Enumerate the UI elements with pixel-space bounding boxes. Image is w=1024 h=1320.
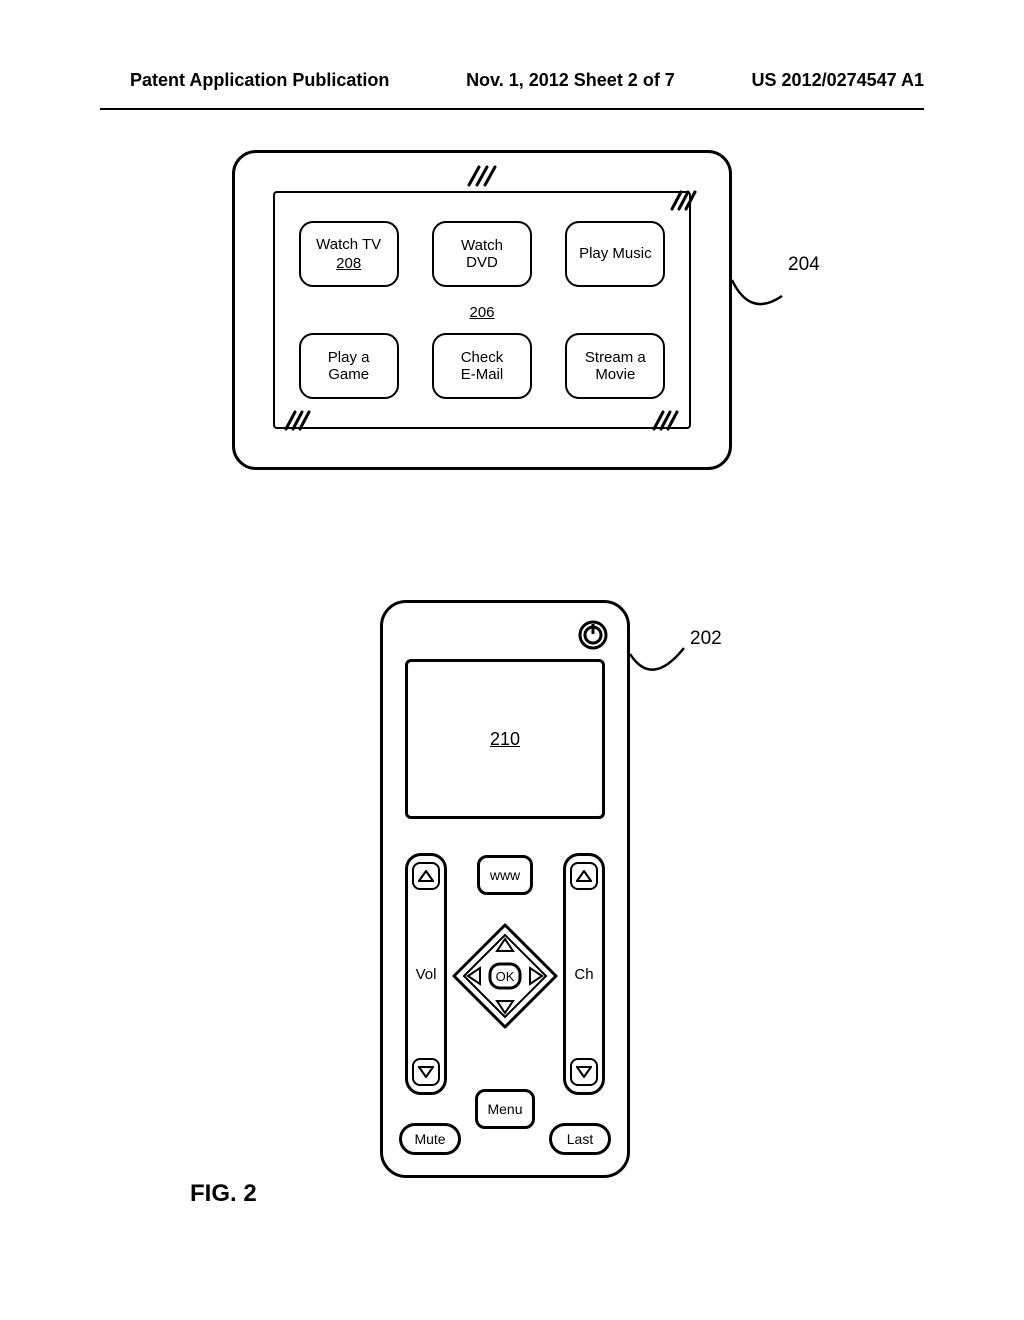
channel-down-button[interactable] (570, 1058, 598, 1086)
tile-label: DVD (466, 254, 498, 271)
activity-tile[interactable]: CheckE-Mail (432, 333, 532, 399)
header-rule (100, 108, 924, 110)
tile-ref: 208 (336, 255, 361, 272)
display-screen: 206 Watch TV208WatchDVDPlay MusicPlay aG… (273, 191, 691, 429)
leader-line-204 (730, 278, 810, 338)
channel-rocker[interactable]: Ch (563, 853, 605, 1095)
channel-label: Ch (574, 966, 593, 983)
d-pad[interactable]: OK (450, 921, 560, 1031)
tile-label: Play Music (579, 245, 652, 262)
remote-controls: Vol Ch www (405, 853, 605, 1155)
tile-label: Check (461, 349, 504, 366)
volume-rocker[interactable]: Vol (405, 853, 447, 1095)
mute-label: Mute (414, 1131, 445, 1147)
activity-tile[interactable]: WatchDVD (432, 221, 532, 287)
activity-tile[interactable]: Stream aMovie (565, 333, 665, 399)
activity-tile-grid: Watch TV 208 WatchDVD Play Music Play aGame C… (291, 209, 673, 411)
header-right: US 2012/0274547 A1 (752, 70, 924, 91)
tile-label: Play a (328, 349, 370, 366)
page: Patent Application Publication Nov. 1, 2… (0, 0, 1024, 1320)
ref-202: 202 (690, 628, 722, 650)
tile-label: Game (328, 366, 369, 383)
glare-mark (465, 163, 499, 189)
volume-down-button[interactable] (412, 1058, 440, 1086)
volume-label: Vol (416, 966, 437, 983)
volume-up-button[interactable] (412, 862, 440, 890)
www-label: www (490, 867, 520, 883)
activity-tile[interactable]: Play Music (565, 221, 665, 287)
tile-label: Watch TV (316, 236, 381, 253)
tile-label: Watch (461, 237, 503, 254)
last-label: Last (567, 1131, 593, 1147)
tile-label: Stream a (585, 349, 646, 366)
ref-210: 210 (490, 729, 520, 750)
menu-label: Menu (487, 1101, 522, 1117)
tile-label: E-Mail (461, 366, 504, 383)
tile-label: Movie (595, 366, 635, 383)
www-button[interactable]: www (477, 855, 533, 895)
page-header: Patent Application Publication Nov. 1, 2… (0, 70, 1024, 91)
figure-label: FIG. 2 (190, 1180, 257, 1208)
display-device: 206 Watch TV208WatchDVDPlay MusicPlay aG… (232, 150, 732, 470)
remote-control: 210 Vol Ch (380, 600, 630, 1178)
menu-button[interactable]: Menu (475, 1089, 535, 1129)
activity-tile[interactable]: Watch TV 208 (299, 221, 399, 287)
remote-screen: 210 (405, 659, 605, 819)
activity-tile[interactable]: Play aGame (299, 333, 399, 399)
power-button[interactable] (577, 619, 609, 651)
channel-up-button[interactable] (570, 862, 598, 890)
ref-204: 204 (788, 254, 820, 276)
header-middle: Nov. 1, 2012 Sheet 2 of 7 (466, 70, 675, 91)
header-left: Patent Application Publication (130, 70, 389, 91)
mute-button[interactable]: Mute (399, 1123, 461, 1155)
last-button[interactable]: Last (549, 1123, 611, 1155)
ok-label: OK (496, 969, 515, 984)
